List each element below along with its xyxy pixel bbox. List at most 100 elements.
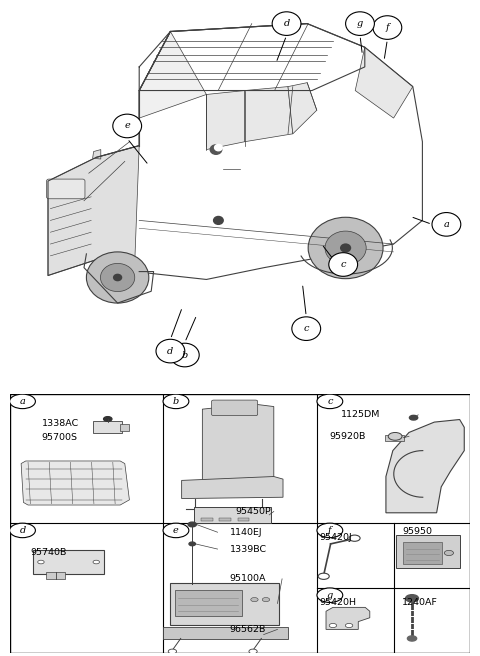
FancyBboxPatch shape (384, 435, 404, 440)
Text: 1240AF: 1240AF (402, 598, 438, 607)
Circle shape (349, 535, 360, 541)
Text: c: c (303, 324, 309, 333)
Text: 95450P: 95450P (235, 507, 271, 516)
Text: 95420J: 95420J (319, 533, 352, 542)
Polygon shape (21, 461, 130, 505)
Text: e: e (124, 121, 130, 131)
Text: d: d (283, 19, 290, 28)
Circle shape (317, 394, 343, 409)
Text: 95420H: 95420H (319, 598, 356, 607)
Circle shape (249, 649, 257, 654)
Text: 1125DM: 1125DM (341, 410, 381, 419)
Circle shape (163, 523, 189, 538)
Text: f: f (328, 526, 332, 535)
Circle shape (444, 550, 454, 556)
FancyBboxPatch shape (33, 550, 104, 574)
FancyBboxPatch shape (94, 421, 121, 433)
Polygon shape (386, 420, 464, 513)
Circle shape (388, 432, 402, 440)
Text: 95100A: 95100A (230, 575, 266, 583)
FancyBboxPatch shape (403, 542, 442, 564)
Polygon shape (355, 47, 413, 118)
Text: e: e (173, 526, 179, 535)
Text: 95950: 95950 (402, 527, 432, 536)
Circle shape (406, 595, 419, 602)
Text: c: c (327, 397, 333, 406)
Circle shape (318, 573, 329, 579)
FancyBboxPatch shape (169, 583, 279, 625)
Circle shape (86, 252, 149, 303)
Text: b: b (181, 350, 188, 359)
Circle shape (104, 417, 112, 421)
FancyBboxPatch shape (212, 400, 258, 416)
Text: b: b (173, 397, 179, 406)
Circle shape (340, 243, 351, 253)
FancyBboxPatch shape (219, 518, 231, 521)
Circle shape (189, 542, 195, 546)
Circle shape (373, 16, 402, 39)
Text: a: a (20, 397, 25, 406)
Circle shape (317, 523, 343, 538)
Circle shape (409, 415, 418, 420)
Text: a: a (444, 220, 449, 229)
Circle shape (408, 636, 417, 641)
Circle shape (10, 523, 36, 538)
Text: c: c (340, 260, 346, 269)
Circle shape (308, 217, 383, 279)
Circle shape (170, 343, 199, 367)
Circle shape (325, 231, 366, 265)
Text: d: d (167, 346, 174, 356)
Text: f: f (385, 23, 389, 32)
Text: 1339BC: 1339BC (230, 544, 267, 554)
Circle shape (210, 145, 222, 154)
Circle shape (10, 394, 36, 409)
FancyBboxPatch shape (194, 507, 271, 523)
Polygon shape (48, 146, 139, 276)
Circle shape (329, 253, 358, 276)
Text: 95920B: 95920B (330, 432, 366, 441)
Circle shape (346, 12, 374, 35)
Circle shape (214, 216, 223, 224)
Circle shape (329, 623, 336, 628)
Text: 95740B: 95740B (30, 548, 67, 558)
Circle shape (346, 623, 353, 628)
Circle shape (432, 213, 461, 236)
FancyBboxPatch shape (238, 518, 250, 521)
Circle shape (156, 339, 185, 363)
Circle shape (215, 144, 222, 151)
Polygon shape (206, 91, 245, 150)
FancyBboxPatch shape (175, 590, 241, 616)
Circle shape (262, 598, 270, 602)
Polygon shape (245, 87, 293, 142)
Text: 1140EJ: 1140EJ (230, 527, 263, 537)
FancyBboxPatch shape (46, 572, 65, 579)
Circle shape (251, 598, 258, 602)
Circle shape (163, 394, 189, 409)
Polygon shape (93, 150, 101, 159)
Polygon shape (181, 476, 283, 499)
Circle shape (93, 560, 99, 564)
Polygon shape (203, 404, 274, 482)
Circle shape (188, 522, 196, 527)
Text: 96562B: 96562B (230, 625, 266, 634)
Polygon shape (288, 83, 317, 134)
FancyBboxPatch shape (120, 424, 129, 430)
Text: d: d (19, 526, 25, 535)
Circle shape (168, 649, 177, 654)
Circle shape (113, 274, 122, 281)
Circle shape (272, 12, 301, 35)
Circle shape (292, 317, 321, 340)
Circle shape (317, 588, 343, 602)
Text: g: g (327, 590, 333, 600)
FancyBboxPatch shape (396, 535, 460, 568)
Circle shape (113, 114, 142, 138)
Text: 95700S: 95700S (42, 433, 78, 442)
Polygon shape (139, 31, 206, 118)
Polygon shape (326, 607, 370, 629)
FancyBboxPatch shape (201, 518, 213, 521)
Text: 1338AC: 1338AC (42, 419, 79, 428)
Circle shape (38, 560, 44, 564)
Text: g: g (357, 19, 363, 28)
Circle shape (100, 264, 135, 291)
FancyBboxPatch shape (47, 179, 85, 199)
